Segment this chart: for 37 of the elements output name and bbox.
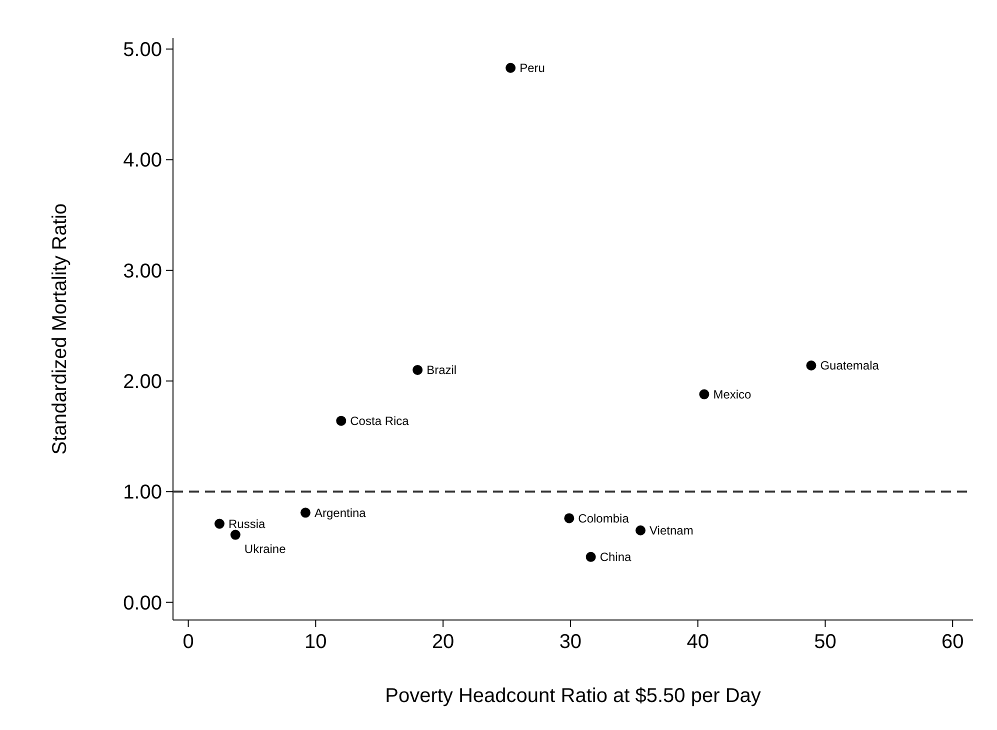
point xyxy=(336,416,346,426)
x-tick-label: 60 xyxy=(941,631,964,653)
x-tick-label: 50 xyxy=(814,631,836,653)
y-tick-label: 0.00 xyxy=(123,592,162,614)
y-axis-title: Standardized Mortality Ratio xyxy=(49,203,71,455)
annotation: Guatemala xyxy=(820,358,880,373)
annotation: Russia xyxy=(228,516,266,531)
annotation: Brazil xyxy=(426,363,457,378)
annotation: Peru xyxy=(520,61,545,76)
point xyxy=(230,530,240,540)
point xyxy=(412,364,423,375)
x-tick-label: 20 xyxy=(432,631,454,653)
y-tick-label: 4.00 xyxy=(123,150,162,172)
x-tick-label: 30 xyxy=(559,631,582,653)
point xyxy=(506,62,516,73)
annotation: Argentina xyxy=(314,506,366,520)
x-tick-label: 40 xyxy=(686,631,709,653)
annotation: China xyxy=(600,550,632,564)
x-tick-label: 10 xyxy=(304,631,327,653)
point xyxy=(806,360,816,371)
x-tick-label: 0 xyxy=(182,631,194,653)
annotation: Mexico xyxy=(713,387,752,402)
point xyxy=(564,513,574,524)
point xyxy=(636,525,646,536)
y-tick-label: 1.00 xyxy=(123,482,162,504)
annotation: Costa Rica xyxy=(350,414,410,428)
annotation: Vietnam xyxy=(650,524,694,538)
x-axis-title: Poverty Headcount Ratio at $5.50 per Day xyxy=(385,685,761,707)
point xyxy=(699,389,710,400)
y-tick-label: 3.00 xyxy=(123,260,162,282)
point xyxy=(586,552,596,562)
y-tick-label: 2.00 xyxy=(123,371,162,394)
annotation: Ukraine xyxy=(244,542,286,556)
point xyxy=(300,508,310,518)
point xyxy=(214,518,224,529)
annotation: Colombia xyxy=(578,511,630,526)
y-tick-label: 5.00 xyxy=(123,39,162,62)
